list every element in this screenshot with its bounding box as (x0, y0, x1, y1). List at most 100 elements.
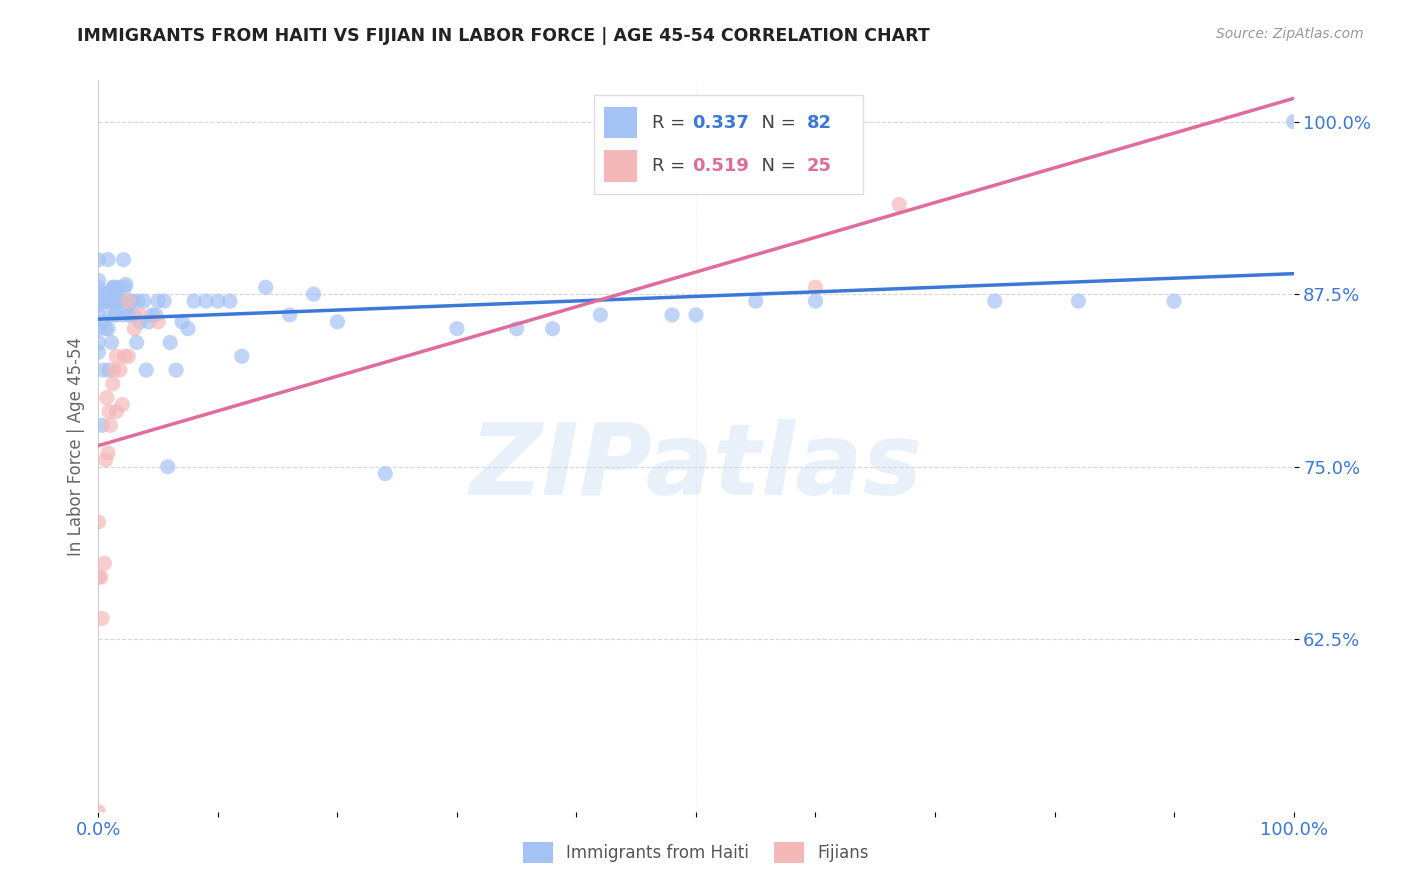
Point (129, 308, 152, 322)
FancyBboxPatch shape (605, 150, 637, 182)
Point (231, 349, 253, 363)
Point (804, 294, 827, 309)
Text: R =: R = (652, 157, 690, 175)
Point (90, 570, 112, 584)
Point (101, 376, 124, 391)
Point (108, 363, 131, 377)
Point (984, 294, 1007, 309)
Point (107, 294, 129, 309)
Legend: Immigrants from Haiti, Fijians: Immigrants from Haiti, Fijians (516, 836, 876, 869)
Point (148, 315, 170, 329)
Point (156, 459, 179, 474)
Point (177, 321, 200, 335)
Point (148, 294, 170, 309)
FancyBboxPatch shape (605, 107, 637, 138)
Text: R =: R = (652, 113, 690, 131)
Point (1163, 294, 1185, 309)
Point (87, 280, 110, 294)
Point (541, 321, 564, 335)
Text: 0.519: 0.519 (692, 157, 749, 175)
Point (91, 418, 114, 433)
Point (195, 294, 218, 309)
Point (105, 404, 128, 418)
Text: IMMIGRANTS FROM HAITI VS FIJIAN IN LABOR FORCE | AGE 45-54 CORRELATION CHART: IMMIGRANTS FROM HAITI VS FIJIAN IN LABOR… (77, 27, 931, 45)
Point (97, 321, 120, 335)
Point (135, 363, 157, 377)
Point (153, 294, 176, 309)
Point (889, 197, 911, 211)
Point (159, 335, 181, 350)
Point (108, 280, 131, 294)
Point (105, 280, 128, 294)
Point (118, 308, 141, 322)
Text: Source: ZipAtlas.com: Source: ZipAtlas.com (1216, 27, 1364, 41)
Point (104, 308, 127, 322)
Point (87, 335, 110, 350)
Point (96, 391, 118, 405)
Point (87, 252, 110, 267)
Text: 25: 25 (807, 157, 832, 175)
Point (115, 277, 138, 292)
Point (112, 252, 135, 267)
Point (125, 335, 148, 350)
Point (87, 308, 110, 322)
Point (145, 308, 167, 322)
Point (101, 280, 124, 294)
Text: 0.337: 0.337 (692, 113, 749, 131)
Point (105, 308, 128, 322)
Point (97, 446, 120, 460)
Point (117, 294, 139, 309)
Point (97, 252, 120, 267)
Point (1067, 294, 1090, 309)
Point (87, 273, 110, 287)
Point (219, 294, 242, 309)
Point (121, 294, 143, 309)
Point (87, 570, 110, 584)
Point (87, 515, 110, 529)
Point (100, 335, 122, 350)
Point (91, 363, 114, 377)
FancyBboxPatch shape (595, 95, 863, 194)
Point (117, 308, 139, 322)
Point (103, 280, 125, 294)
Point (94, 294, 117, 309)
Point (124, 308, 146, 322)
Point (589, 308, 612, 322)
Text: 82: 82 (807, 113, 832, 131)
Point (94, 321, 117, 335)
Point (120, 294, 142, 309)
Point (101, 294, 124, 309)
Point (141, 308, 163, 322)
Point (114, 280, 136, 294)
Point (96, 294, 118, 309)
Point (114, 349, 136, 363)
Text: N =: N = (749, 157, 801, 175)
Point (111, 308, 134, 322)
Point (96, 287, 118, 301)
Point (98, 404, 121, 418)
Point (172, 315, 194, 329)
Point (98, 294, 121, 309)
Point (685, 308, 707, 322)
Point (93, 557, 115, 571)
Point (374, 467, 396, 481)
Point (98, 418, 122, 433)
Point (107, 294, 129, 309)
Point (87, 321, 110, 335)
Y-axis label: In Labor Force | Age 45-54: In Labor Force | Age 45-54 (66, 336, 84, 556)
Point (94, 452, 117, 467)
Point (326, 315, 349, 329)
Point (302, 287, 325, 301)
Point (110, 294, 132, 309)
Point (87, 298, 110, 312)
Point (138, 315, 160, 329)
Point (183, 294, 205, 309)
Point (165, 363, 187, 377)
Point (506, 321, 529, 335)
Point (87, 805, 110, 819)
Point (91, 611, 114, 625)
Point (87, 294, 110, 309)
Point (278, 308, 301, 322)
Point (98, 363, 121, 377)
Point (87, 287, 110, 301)
